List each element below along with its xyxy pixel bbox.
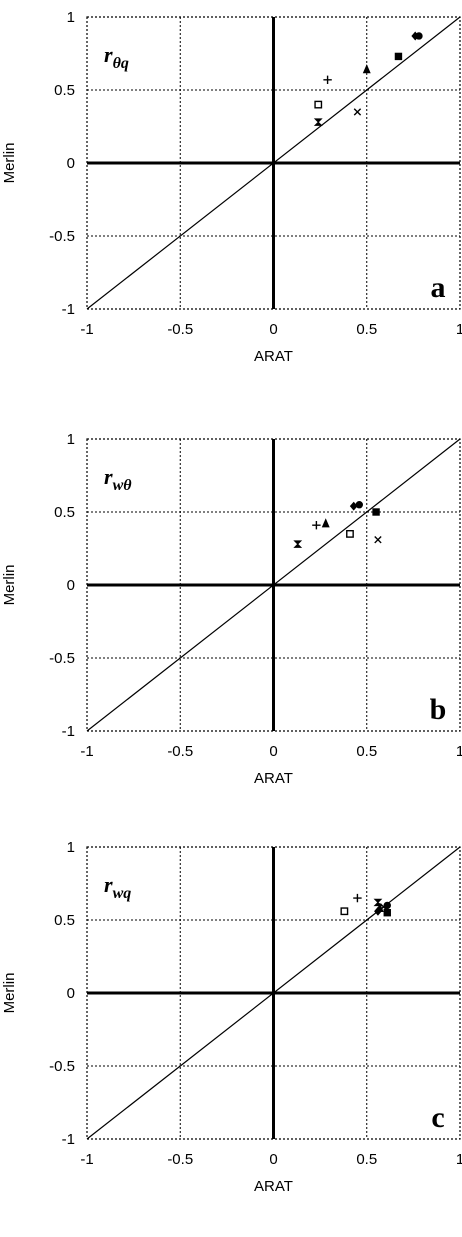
y-tick-label: 1	[67, 431, 75, 448]
x-tick-label: 1	[456, 1151, 462, 1168]
data-point-hourglass	[293, 540, 303, 548]
x-tick-label: 0.5	[356, 743, 377, 760]
y-tick-label: -1	[62, 1131, 75, 1148]
y-tick-label: -0.5	[49, 650, 75, 667]
x-axis-label: ARAT	[254, 1178, 293, 1195]
y-tick-label: -1	[62, 301, 75, 318]
panel-b: -1 -0.5 0 0.5 1 1 0.5 0 -0.5 -1 ARAT Merlin rwθ b	[1, 431, 462, 787]
y-tick-label: -0.5	[49, 1058, 75, 1075]
data-point-square	[346, 530, 354, 538]
x-axis-label: ARAT	[254, 348, 293, 365]
data-point-filled-square	[383, 909, 391, 917]
x-tick-label: -0.5	[167, 321, 193, 338]
correlation-label: rwθ	[104, 464, 132, 494]
x-tick-label: 0	[269, 321, 277, 338]
data-point-cross	[374, 536, 382, 544]
y-tick-label: 0.5	[54, 504, 75, 521]
y-tick-label: 0.5	[54, 912, 75, 929]
x-tick-label: -0.5	[167, 1151, 193, 1168]
identity-line	[86, 846, 461, 1140]
y-axis-label: Merlin	[1, 143, 18, 184]
panel-letter: a	[431, 271, 446, 304]
x-tick-label: 1	[456, 321, 462, 338]
data-point-plus	[353, 893, 362, 903]
data-point-triangle	[321, 518, 330, 528]
x-axis-label: ARAT	[254, 770, 293, 787]
y-tick-label: 1	[67, 9, 75, 26]
x-tick-label: 0	[269, 1151, 277, 1168]
data-point-triangle	[362, 64, 371, 74]
data-point-hourglass	[313, 118, 323, 126]
panel-c: -1 -0.5 0 0.5 1 1 0.5 0 -0.5 -1 ARAT Merlin rwq c	[1, 839, 462, 1195]
x-tick-label: -1	[80, 743, 93, 760]
data-point-plus	[323, 75, 332, 84]
x-tick-label: 0	[269, 743, 277, 760]
y-axis-label: Merlin	[1, 565, 18, 606]
data-point-circle	[415, 32, 423, 40]
data-point-filled-square	[372, 508, 380, 516]
correlation-label: rθq	[104, 42, 129, 72]
data-point-square	[314, 100, 323, 109]
panel-letter: b	[430, 693, 447, 726]
data-point-cross	[379, 903, 388, 911]
y-tick-label: -1	[62, 723, 75, 740]
y-tick-label: 0	[67, 985, 75, 1002]
y-tick-label: -0.5	[49, 228, 75, 245]
x-tick-label: 0.5	[356, 1151, 377, 1168]
data-point-filled-square	[394, 52, 403, 61]
data-point-diamond	[374, 906, 382, 916]
y-tick-label: 0	[67, 155, 75, 172]
x-tick-label: 0.5	[356, 321, 377, 338]
y-tick-label: 0	[67, 577, 75, 594]
data-point-plus	[312, 520, 321, 530]
identity-line	[86, 16, 461, 310]
identity-line	[86, 438, 461, 732]
x-tick-label: -0.5	[167, 743, 193, 760]
y-tick-label: 1	[67, 839, 75, 856]
x-tick-label: -1	[80, 1151, 93, 1168]
y-tick-label: 0.5	[54, 82, 75, 99]
y-axis-label: Merlin	[1, 973, 18, 1014]
data-point-square	[340, 907, 349, 916]
panel-letter: c	[431, 1101, 444, 1134]
x-tick-label: -1	[80, 321, 93, 338]
x-tick-label: 1	[456, 743, 462, 760]
data-point-circle	[355, 501, 363, 509]
panel-a: -1 -0.5 0 0.5 1 1 0.5 0 -0.5 -1 ARAT Merlin rθq a	[1, 9, 462, 365]
data-point-cross	[353, 108, 362, 116]
correlation-label: rwq	[104, 872, 131, 902]
